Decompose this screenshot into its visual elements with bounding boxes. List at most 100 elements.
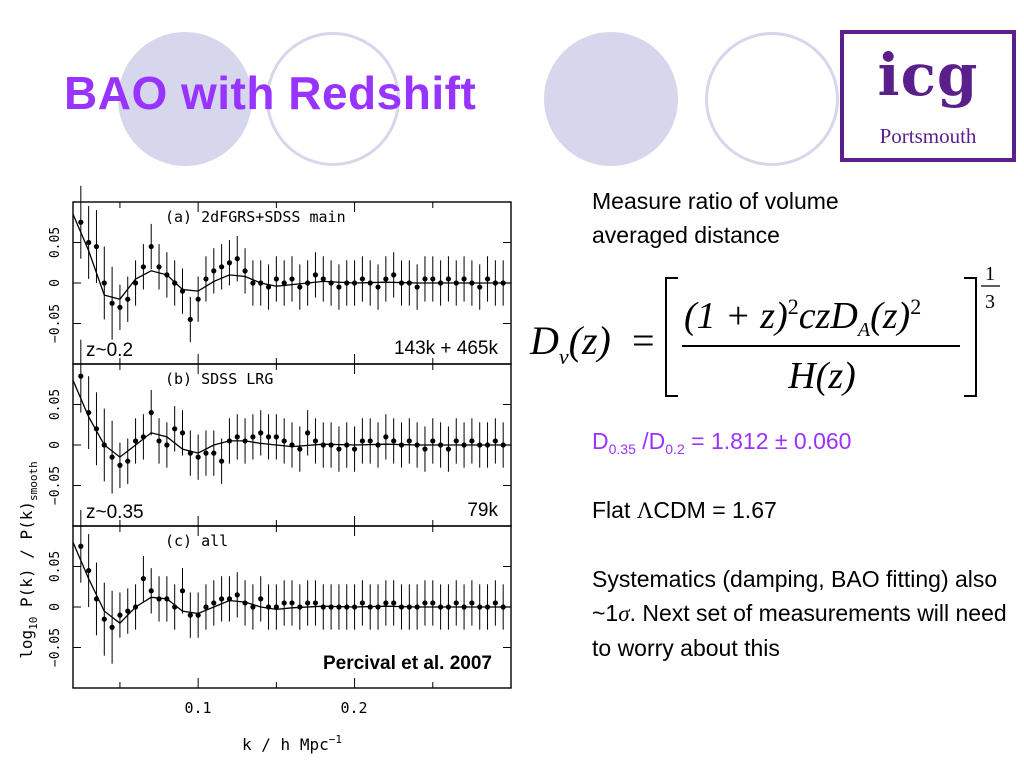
data-point-1-51 xyxy=(477,442,483,448)
data-point-1-43 xyxy=(414,442,420,448)
data-point-0-38 xyxy=(375,284,381,290)
data-point-0-3 xyxy=(101,280,107,286)
panel-label-2: (c) all xyxy=(165,532,228,550)
data-point-1-27 xyxy=(289,442,295,448)
data-point-2-21 xyxy=(242,600,248,606)
formula-bracket-left xyxy=(665,277,678,397)
data-point-1-7 xyxy=(132,438,139,444)
data-point-1-13 xyxy=(179,430,186,436)
data-point-1-19 xyxy=(226,438,233,444)
y-tick-label-0-1: 0 xyxy=(48,279,63,287)
data-point-1-52 xyxy=(484,442,491,448)
data-point-2-39 xyxy=(383,600,389,606)
data-point-2-48 xyxy=(453,600,459,606)
data-point-0-44 xyxy=(422,276,428,282)
data-point-0-52 xyxy=(484,276,491,282)
data-point-1-17 xyxy=(211,450,217,456)
data-point-1-3 xyxy=(101,442,107,448)
data-point-1-42 xyxy=(406,438,412,444)
data-point-2-10 xyxy=(156,596,162,602)
data-point-0-18 xyxy=(219,264,225,270)
formula-lhs: Dv(z) xyxy=(529,318,611,369)
data-point-0-12 xyxy=(172,280,178,286)
data-point-0-5 xyxy=(117,304,123,310)
data-point-1-21 xyxy=(242,438,248,444)
data-point-2-8 xyxy=(140,576,146,582)
data-point-2-42 xyxy=(406,604,412,610)
data-point-2-45 xyxy=(430,600,436,606)
y-tick-label-1-2: −0.05 xyxy=(48,466,63,505)
data-point-0-7 xyxy=(132,280,139,286)
data-point-0-23 xyxy=(258,280,264,286)
data-point-1-0 xyxy=(78,373,84,379)
data-point-1-15 xyxy=(195,454,201,460)
data-point-0-42 xyxy=(406,280,412,286)
data-point-0-11 xyxy=(164,272,170,278)
data-point-0-13 xyxy=(179,288,186,294)
data-point-2-22 xyxy=(250,604,256,610)
decor-circle-4 xyxy=(705,32,839,166)
y-axis-label-log: log xyxy=(17,630,36,659)
x-axis-label-sup: −1 xyxy=(329,733,342,746)
panel-redshift-0: z~0.2 xyxy=(86,340,133,361)
data-point-0-53 xyxy=(492,280,498,286)
systematics-text: Systematics (damping, BAO fitting) also … xyxy=(592,566,1007,661)
y-tick-label-2-1: 0 xyxy=(48,603,63,611)
panel-redshift-1: z~0.35 xyxy=(86,502,144,523)
figure-credit: Percival et al. 2007 xyxy=(323,653,492,674)
data-point-1-8 xyxy=(140,434,146,440)
formula-equals: = xyxy=(632,318,655,363)
data-point-2-51 xyxy=(477,604,483,610)
data-point-2-34 xyxy=(344,604,350,610)
data-point-1-32 xyxy=(328,442,334,448)
data-point-1-2 xyxy=(93,426,100,432)
y-axis-label: log10 P(k) / P(k)smooth xyxy=(17,461,40,659)
data-point-1-28 xyxy=(297,446,303,452)
data-point-0-26 xyxy=(281,280,287,286)
data-point-1-46 xyxy=(438,442,444,448)
data-point-1-47 xyxy=(445,446,452,452)
data-point-0-1 xyxy=(86,239,92,246)
data-point-1-50 xyxy=(469,438,475,444)
data-point-1-53 xyxy=(492,438,498,444)
data-point-0-14 xyxy=(187,316,193,323)
data-point-2-26 xyxy=(281,600,287,606)
data-point-0-40 xyxy=(391,272,397,278)
data-point-1-34 xyxy=(344,442,350,448)
data-point-2-31 xyxy=(320,604,326,610)
data-point-1-1 xyxy=(86,410,92,416)
data-point-1-29 xyxy=(305,430,311,436)
data-point-2-24 xyxy=(265,604,272,610)
flat-lcdm-text: Flat ΛCDM = 1.67 xyxy=(592,497,777,523)
data-point-1-26 xyxy=(281,438,287,444)
data-point-2-52 xyxy=(484,604,491,610)
y-tick-label-2-2: −0.05 xyxy=(48,628,63,667)
data-point-2-2 xyxy=(93,596,100,602)
data-point-0-25 xyxy=(273,276,279,282)
data-point-0-21 xyxy=(242,268,248,274)
data-point-2-43 xyxy=(414,604,420,610)
data-point-1-18 xyxy=(219,458,225,464)
data-point-2-23 xyxy=(258,596,264,602)
data-point-0-48 xyxy=(453,280,459,286)
logo-sub-text: Portsmouth xyxy=(879,124,977,148)
data-point-0-41 xyxy=(398,280,405,286)
data-point-0-49 xyxy=(461,276,467,282)
data-point-1-4 xyxy=(109,454,115,460)
data-point-2-37 xyxy=(367,604,373,610)
y-tick-label-0-2: −0.05 xyxy=(48,304,63,343)
data-point-1-11 xyxy=(164,442,170,448)
data-point-1-48 xyxy=(453,438,459,444)
data-point-0-16 xyxy=(203,276,209,282)
panel-label-0: (a) 2dFGRS+SDSS main xyxy=(165,208,346,226)
data-point-1-23 xyxy=(258,430,264,436)
data-point-1-6 xyxy=(125,458,131,464)
data-point-1-36 xyxy=(359,438,365,444)
data-point-2-28 xyxy=(297,604,303,610)
y-axis-label-rest: P(k) / P(k) xyxy=(17,501,36,607)
data-point-2-11 xyxy=(164,596,170,602)
data-point-1-5 xyxy=(117,462,123,468)
data-point-2-46 xyxy=(438,604,444,610)
data-point-2-5 xyxy=(117,612,123,618)
data-point-0-31 xyxy=(320,276,326,282)
